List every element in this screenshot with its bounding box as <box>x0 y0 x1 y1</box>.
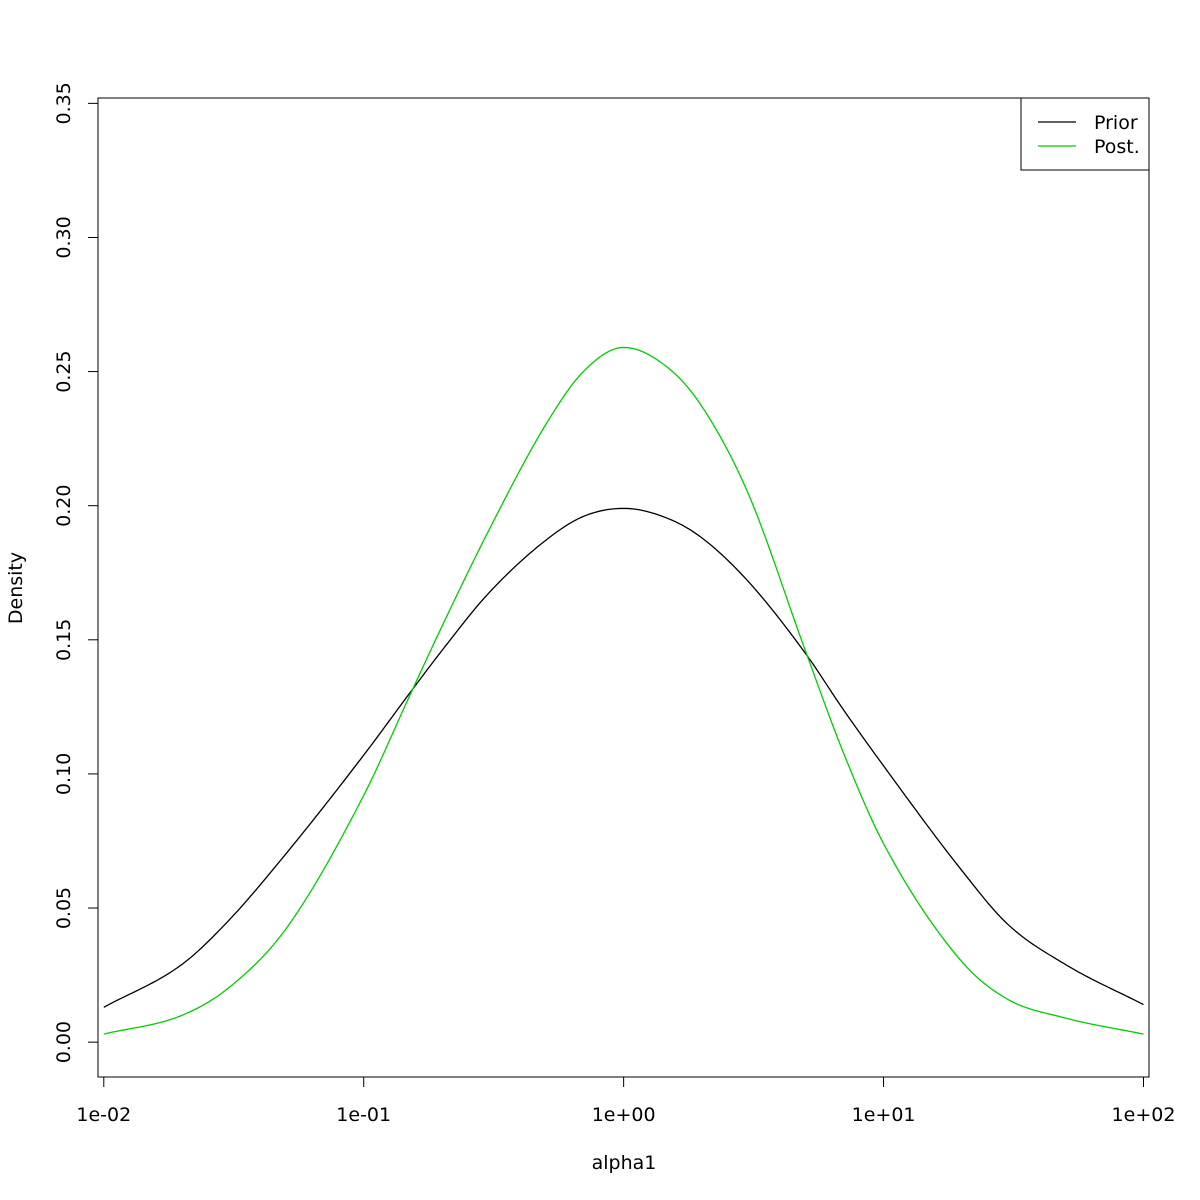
legend-label-prior: Prior <box>1094 112 1138 134</box>
y-tick-label: 0.05 <box>53 887 75 929</box>
x-tick-label: 1e-02 <box>76 1104 131 1126</box>
y-tick-label: 0.10 <box>53 753 75 795</box>
y-tick-label: 0.15 <box>53 619 75 661</box>
y-tick-label: 0.00 <box>53 1021 75 1063</box>
x-axis-label: alpha1 <box>592 1152 657 1174</box>
legend-box <box>1020 97 1150 171</box>
x-axis: 1e-02 1e-01 1e+00 1e+01 1e+02 <box>76 1076 1176 1126</box>
y-tick-label: 0.25 <box>53 350 75 392</box>
x-tick-label: 1e+02 <box>1112 1104 1176 1126</box>
y-axis-label: Density <box>5 552 27 624</box>
y-tick-label: 0.35 <box>53 82 75 124</box>
series-line-prior <box>103 507 1144 1008</box>
y-tick-label: 0.30 <box>53 216 75 258</box>
legend-label-post: Post. <box>1094 136 1140 158</box>
series-line-post <box>103 346 1144 1035</box>
plot-frame <box>97 97 1150 1078</box>
series-layer <box>103 346 1144 1035</box>
y-tick-label: 0.20 <box>53 485 75 527</box>
x-tick-label: 1e+01 <box>852 1104 916 1126</box>
x-tick-label: 1e-01 <box>336 1104 391 1126</box>
x-tick-label: 1e+00 <box>592 1104 656 1126</box>
legend: Prior Post. <box>1020 97 1150 171</box>
y-axis: 0.00 0.05 0.10 0.15 0.20 0.25 0.30 0.35 <box>53 82 99 1063</box>
